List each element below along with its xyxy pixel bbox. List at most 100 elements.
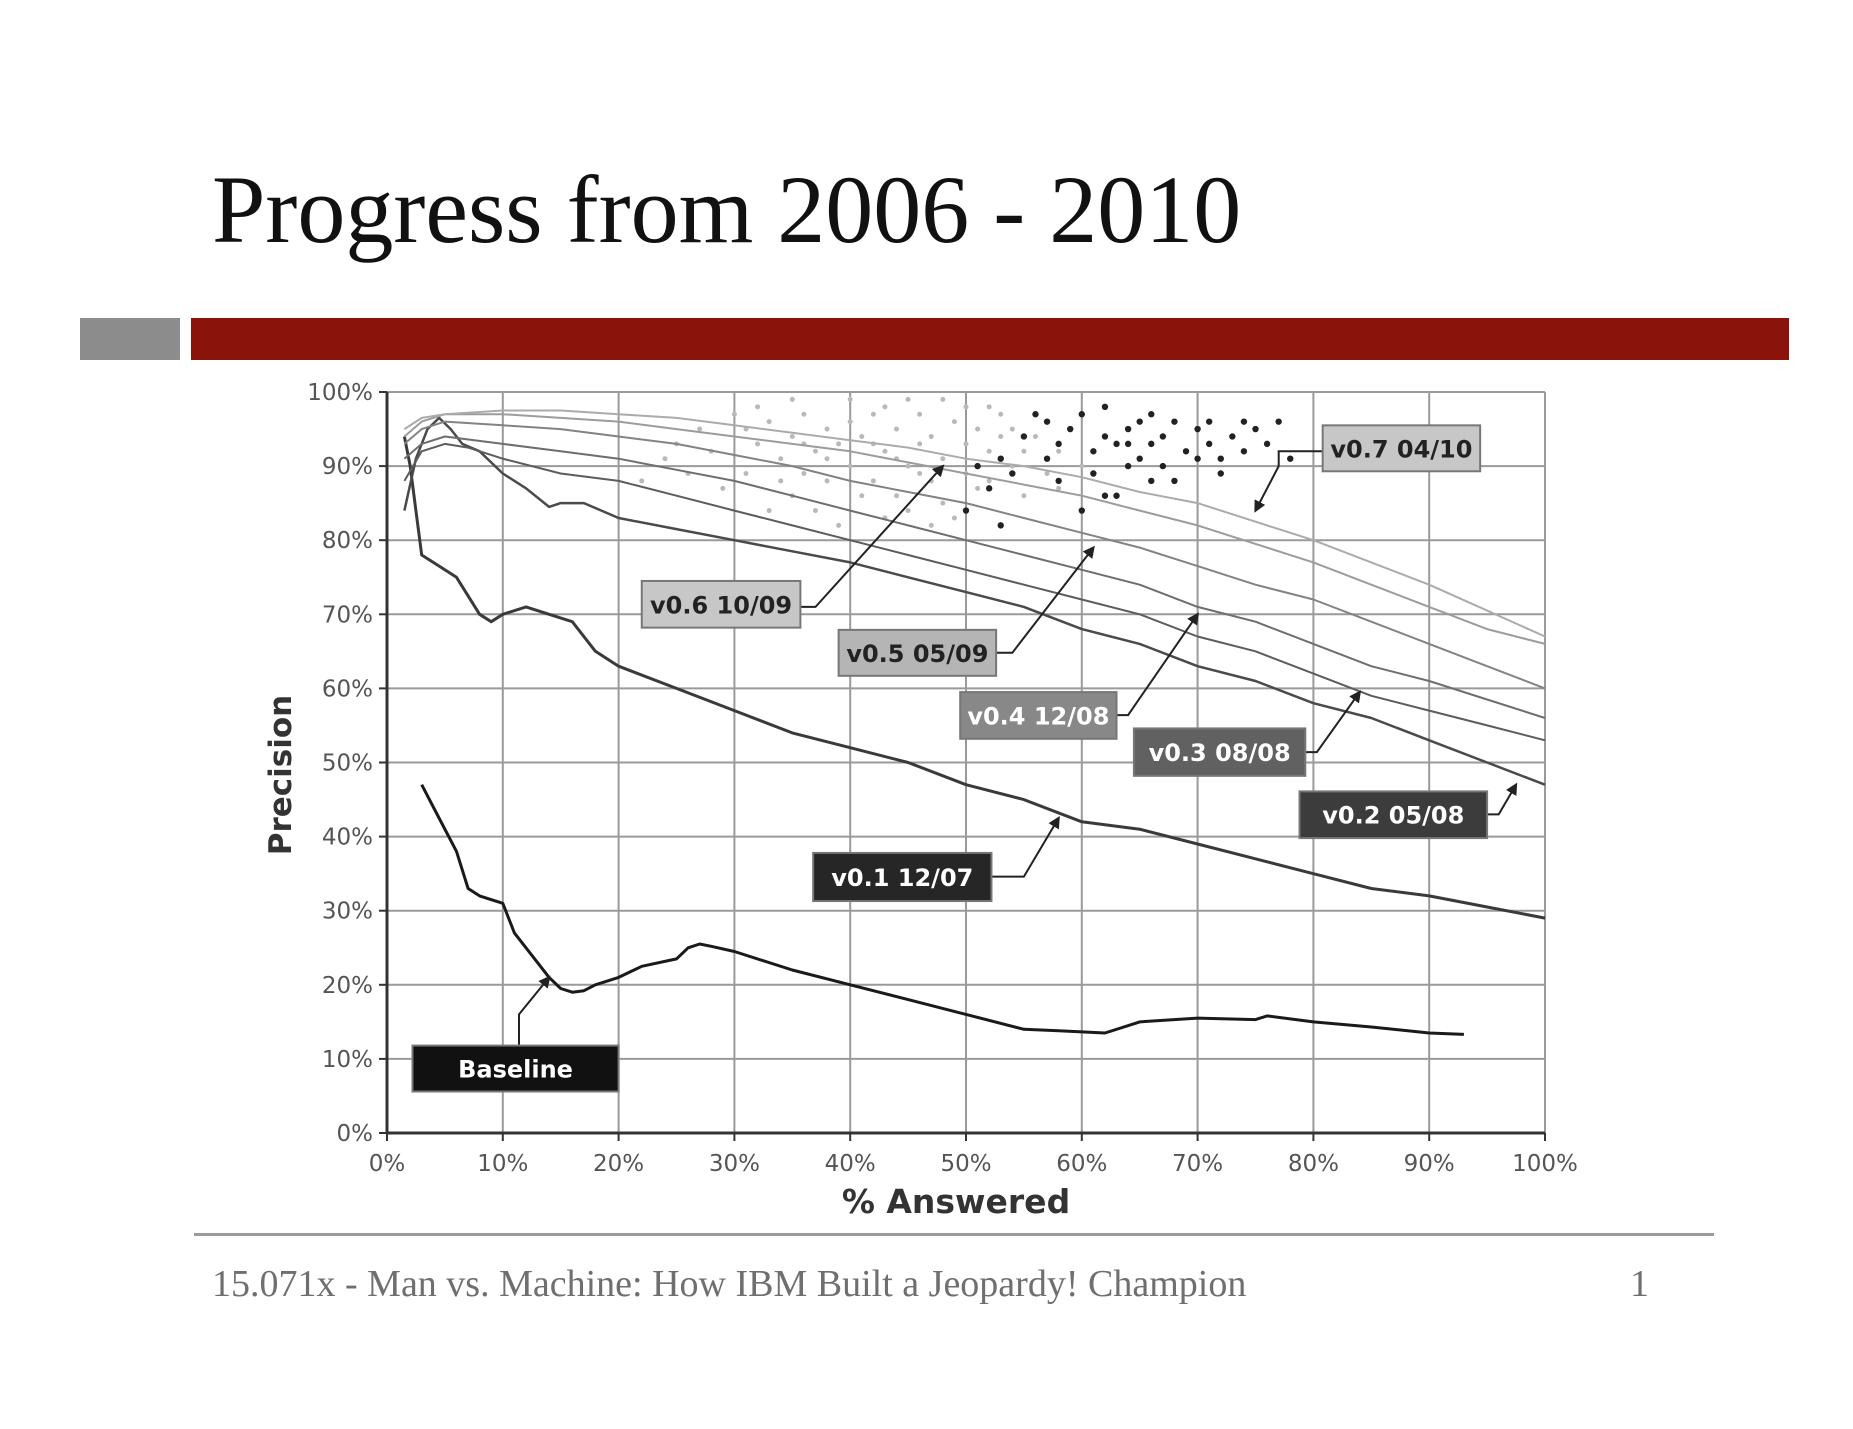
x-tick-label: 50% <box>940 1151 991 1177</box>
annotation-box <box>1321 424 1482 473</box>
x-tick-label: 0% <box>369 1151 406 1177</box>
scatter-point-dark <box>1113 492 1120 499</box>
scatter-point-light <box>917 441 923 447</box>
scatter-point-dark <box>997 455 1004 462</box>
scatter-point-dark <box>962 507 970 514</box>
scatter-point-dark <box>1009 470 1016 477</box>
scatter-point-dark <box>1124 440 1132 448</box>
y-tick-label: 50% <box>322 751 373 777</box>
scatter-point-dark <box>1194 425 1201 433</box>
annotation-arrow <box>1305 690 1362 754</box>
y-tick-label: 40% <box>322 825 373 851</box>
scatter-point-dark <box>1148 477 1155 485</box>
scatter-point-light <box>743 471 749 477</box>
scatter-point-light <box>824 456 830 462</box>
scatter-point-dark <box>1055 440 1062 448</box>
scatter-point-dark <box>1136 455 1143 462</box>
scatter-point-dark <box>1124 425 1132 433</box>
y-axis-label: Precision <box>263 695 299 855</box>
scatter-point-dark <box>1101 492 1109 499</box>
scatter-point-dark <box>1101 403 1109 411</box>
scatter-point-light <box>812 448 818 454</box>
y-tick-label: 70% <box>322 602 373 628</box>
scatter-point-light <box>662 456 668 462</box>
scatter-point-dark <box>1182 448 1190 455</box>
scatter-point-light <box>755 441 761 447</box>
scatter-point-light <box>917 411 923 417</box>
scatter-point-light <box>847 419 853 425</box>
scatter-point-light <box>928 433 934 439</box>
scatter-point-dark <box>1217 470 1224 477</box>
scatter-point-light <box>1021 493 1027 499</box>
annotation-arrow <box>991 816 1060 878</box>
scatter-point-dark <box>1136 418 1143 425</box>
y-tick-label: 90% <box>322 454 373 480</box>
annotation-box <box>959 691 1118 740</box>
annotation-label: v0.6 10/09 <box>650 591 792 619</box>
scatter-point-light <box>998 411 1004 417</box>
scatter-point-light <box>720 485 726 491</box>
scatter-point-dark <box>1159 433 1167 440</box>
scatter-point-dark <box>1043 418 1051 425</box>
scatter-point-dark <box>1263 440 1271 448</box>
scatter-point-dark <box>1275 418 1282 425</box>
scatter-point-light <box>882 404 888 410</box>
scatter-point-light <box>836 441 842 447</box>
scatter-point-dark <box>1159 462 1167 470</box>
scatter-point-light <box>1021 448 1027 454</box>
scatter-point-light <box>789 396 795 402</box>
scatter-point-light <box>766 508 772 514</box>
scatter-point-light <box>697 426 703 432</box>
title-accent-bar-gray <box>80 318 180 360</box>
scatter-point-dark <box>1217 455 1224 462</box>
scatter-point-light <box>731 411 737 417</box>
scatter-point-dark <box>1032 411 1039 418</box>
annotation-box <box>1298 790 1489 840</box>
scatter-point-light <box>940 396 946 402</box>
scatter-point-light <box>1044 471 1050 477</box>
y-tick-label: 30% <box>322 899 373 925</box>
series-lines <box>402 409 1546 1036</box>
scatter-point-light <box>870 411 876 417</box>
scatter-point-dark <box>1101 433 1109 440</box>
scatter-point-light <box>789 433 795 439</box>
scatter-point-light <box>951 515 957 521</box>
series-line-v0-5-05-09 <box>403 420 1546 690</box>
scatter-point-dark <box>1148 440 1155 448</box>
annotations: v0.7 04/10 v0.6 10/09 v0.5 05/09 v0.4 12/08… <box>411 424 1518 1093</box>
scatter-point-dark <box>1240 448 1248 455</box>
scatter-point-dark <box>1078 507 1085 514</box>
scatter-point-dark <box>1171 477 1178 485</box>
annotation-arrow <box>518 975 551 1046</box>
annotation-label: v0.4 12/08 <box>967 702 1109 730</box>
scatter-point-light <box>847 396 853 402</box>
scatter-point-dark <box>1124 462 1132 470</box>
y-tick-label: 0% <box>337 1121 374 1147</box>
scatter-point-light <box>905 463 911 469</box>
x-tick-label: 90% <box>1404 1151 1455 1177</box>
scatter-point-light <box>963 404 969 410</box>
scatter-point-light <box>778 478 784 484</box>
scatter-point-dark <box>1205 440 1213 448</box>
scatter-point-light <box>766 419 772 425</box>
x-tick-label: 70% <box>1172 1151 1223 1177</box>
y-tick-label: 10% <box>322 1047 373 1073</box>
series-line-v0-7-04-10 <box>403 409 1546 638</box>
scatter-point-light <box>801 411 807 417</box>
title-accent-bar-red <box>191 318 1789 360</box>
scatter-point-dark <box>1148 411 1155 418</box>
scatter-point-light <box>894 493 900 499</box>
scatter-point-light <box>940 500 946 506</box>
scatter-point-light <box>963 441 969 447</box>
scatter-point-light <box>824 478 830 484</box>
scatter-point-dark <box>1287 455 1294 462</box>
scatter-point-dark <box>997 522 1004 529</box>
scatter-point-dark <box>1194 455 1201 462</box>
scatter-point-light <box>1079 463 1085 469</box>
scatter-point-light <box>940 456 946 462</box>
scatter-point-dark <box>1240 418 1248 425</box>
scatter-point-dark <box>1229 433 1236 440</box>
scatter-point-light <box>905 396 911 402</box>
scatter-point-dark <box>1090 470 1097 477</box>
annotation-label: v0.7 04/10 <box>1330 435 1472 463</box>
